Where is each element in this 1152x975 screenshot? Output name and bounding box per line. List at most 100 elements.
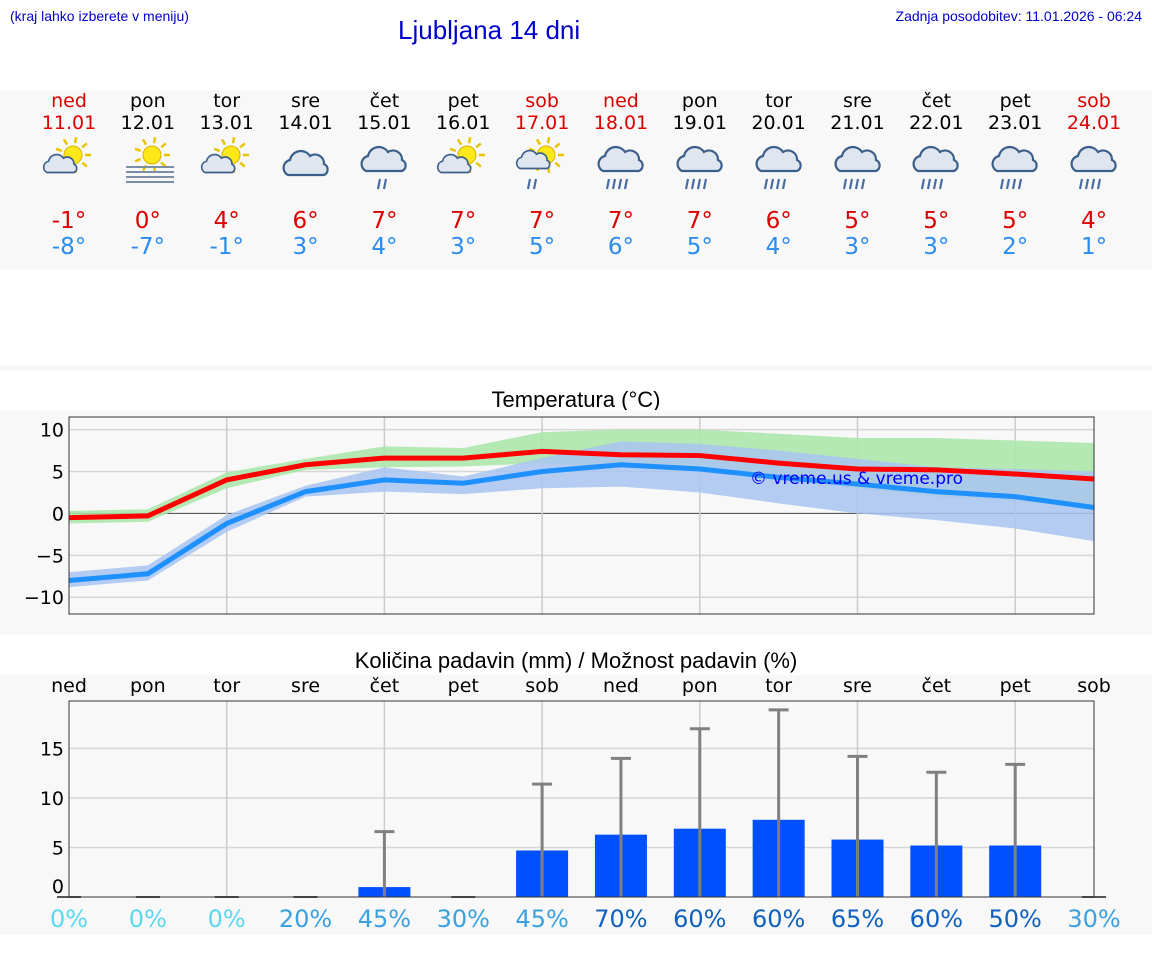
y-tick-label: 5 — [52, 838, 64, 860]
sun-ray — [213, 147, 220, 153]
plot-frame — [68, 416, 1095, 615]
raindrop — [684, 178, 689, 190]
temp-min: -8° — [51, 234, 87, 260]
raindrop — [933, 178, 938, 190]
raindrop — [533, 178, 538, 190]
day-label: ned — [51, 675, 87, 697]
day-date: 12.01 — [120, 112, 176, 134]
last-updated: Zadnja posodobitev: 11.01.2026 - 06:24 — [895, 8, 1142, 24]
plot-frame — [68, 700, 1095, 898]
day-date: 24.01 — [1066, 112, 1122, 134]
weather-icon-wrap — [502, 134, 582, 200]
cloud-rain-icon — [912, 145, 959, 190]
temp-max: 5° — [1002, 208, 1029, 234]
sun-ray — [73, 137, 78, 144]
temperature-chart-title: Temperatura (°C) — [491, 387, 661, 412]
divider — [0, 365, 1152, 371]
day-name: sob — [525, 90, 559, 112]
temp-max: 5° — [844, 208, 871, 234]
raindrop — [921, 178, 926, 190]
probability-label: 50% — [989, 905, 1042, 933]
cloud-shape — [597, 145, 644, 173]
temp-max: 0° — [134, 208, 161, 234]
daily-forecast-strip: ned 11.01 -1° -8° pon 12.01 0° -7° tor 13.01 4° -1°… — [0, 90, 1152, 270]
day-8: pon 19.01 7° 5° — [660, 90, 740, 260]
day-11: čet 22.01 5° 3° — [896, 90, 976, 260]
day-1: pon 12.01 0° -7° — [108, 90, 188, 260]
day-9: tor 20.01 6° 4° — [739, 90, 819, 260]
day-label: ned — [603, 675, 639, 697]
raindrop — [1096, 178, 1102, 190]
sun-ray — [160, 161, 167, 168]
day-name: sre — [843, 90, 872, 112]
y-tick-label: −5 — [36, 545, 64, 567]
temp-max: 6° — [292, 208, 319, 234]
day-label: čet — [370, 675, 400, 697]
cloud-icon — [516, 149, 551, 170]
y-tick-label: 5 — [52, 461, 64, 483]
cloud-icon — [755, 145, 802, 173]
day-label: pon — [130, 675, 166, 697]
cloud-shape — [912, 145, 959, 173]
sun-ray — [554, 142, 561, 149]
raindrop — [848, 178, 853, 190]
temp-min: 4° — [765, 234, 792, 260]
weather-icon-wrap — [818, 134, 898, 200]
sun-ray — [536, 138, 542, 146]
cloud-rain-icon — [833, 145, 881, 190]
raindrop — [377, 178, 382, 190]
day-label: sob — [525, 675, 559, 697]
day-date: 13.01 — [199, 112, 254, 134]
raindrop — [702, 178, 707, 190]
raindrop — [696, 178, 701, 190]
day-label: tor — [213, 675, 240, 697]
cloud-rain-icon — [676, 145, 723, 190]
cloud-shape — [42, 153, 78, 174]
raindrop — [1018, 178, 1023, 190]
sun-ray — [231, 137, 236, 144]
cloud-icon — [597, 145, 644, 173]
sun-ray — [449, 147, 457, 153]
watermark: © vreme.us & vreme.pro — [750, 469, 963, 489]
temp-min: 5° — [686, 234, 713, 260]
raindrop — [939, 178, 944, 190]
temp-max: 7° — [371, 208, 398, 234]
sun-ray — [141, 138, 147, 146]
temp-max: 7° — [450, 208, 477, 234]
raindrop — [1084, 178, 1090, 190]
raindrop — [1012, 178, 1017, 190]
raindrop — [623, 178, 629, 190]
cloud-rain-icon — [1070, 145, 1117, 190]
sun-ray — [134, 147, 141, 153]
day-3: sre 14.01 6° 3° — [266, 90, 346, 260]
day-label: pet — [448, 675, 479, 697]
day-date: 17.01 — [514, 112, 570, 134]
day-date: 23.01 — [987, 112, 1043, 134]
weather-icon-wrap — [975, 134, 1055, 200]
weather-icon-wrap — [896, 134, 976, 200]
day-name: pet — [447, 90, 479, 112]
cloud-icon — [1070, 145, 1117, 173]
temp-min: 5° — [529, 234, 556, 260]
day-label: sre — [291, 675, 320, 697]
cloud-icon — [360, 145, 408, 173]
cloud-shape — [437, 153, 472, 174]
cloud-shape — [833, 145, 881, 173]
day-12: pet 23.01 5° 2° — [975, 90, 1055, 260]
temp-min: 3° — [923, 234, 950, 260]
raindrop — [927, 178, 932, 190]
day-7: ned 18.01 7° 6° — [581, 90, 661, 260]
probability-label: 65% — [831, 905, 884, 933]
sun-cloud-icon — [42, 137, 91, 174]
sun-ray — [81, 161, 88, 168]
day-date: 16.01 — [436, 112, 491, 134]
temp-min: -7° — [130, 234, 166, 260]
day-date: 14.01 — [278, 112, 333, 134]
sun-ray — [457, 138, 463, 146]
cloud-shape — [755, 145, 802, 173]
temp-max: 4° — [213, 208, 240, 234]
sun-ray — [475, 161, 482, 168]
weather-icon-wrap — [660, 134, 740, 200]
raindrop — [1078, 178, 1084, 190]
raindrop — [842, 178, 847, 190]
